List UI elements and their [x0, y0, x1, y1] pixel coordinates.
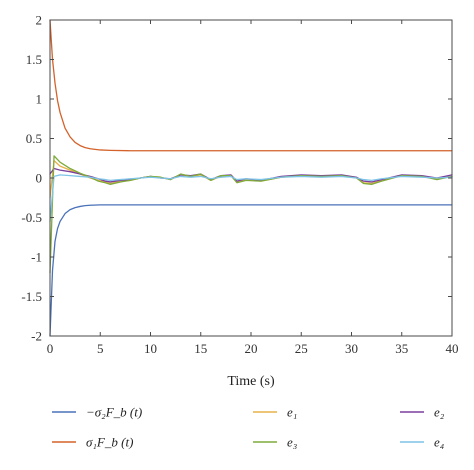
legend-label: e₃: [287, 435, 297, 450]
legend-label: −σ₂F_b (t): [86, 405, 142, 420]
legend-label: e₂: [434, 405, 445, 420]
x-axis-label: Time (s): [227, 374, 275, 389]
series-line-5: [49, 155, 453, 274]
x-tick-label: 40: [446, 341, 459, 356]
series-line-1: [49, 204, 453, 337]
legend-label: e₁: [287, 405, 297, 420]
series-layer: [49, 19, 453, 337]
legend: −σ₂F_b (t) σ₁F_b (t) e₁ e₃ e₂ e₄: [52, 405, 445, 450]
y-tick-label: 1: [36, 92, 43, 107]
series-line-2: [49, 19, 453, 152]
legend-item-1: −σ₂F_b (t): [52, 405, 142, 420]
y-tick-label: -2: [31, 329, 42, 344]
y-tick-label: -0.5: [21, 210, 42, 225]
x-tick-label: 30: [345, 341, 358, 356]
x-tick-label: 15: [194, 341, 207, 356]
x-tick-label: 10: [144, 341, 157, 356]
legend-item-6: e₄: [400, 435, 445, 450]
y-tick-label: 1.5: [26, 52, 42, 67]
legend-label: σ₁F_b (t): [86, 435, 133, 450]
y-tick-label: 0: [36, 171, 43, 186]
legend-label: e₄: [434, 435, 445, 450]
y-tick-label: 0.5: [26, 131, 42, 146]
ticks-layer: 0 5 10 15 20 25 30 35 40 -2 -1.5 -1 -0.5 0 0.5 1 1.5 2: [21, 13, 458, 357]
legend-item-5: e₃: [253, 435, 297, 450]
x-tick-label: 35: [395, 341, 408, 356]
y-tick-label: -1: [31, 250, 42, 265]
y-tick-label: 2: [36, 13, 43, 28]
x-tick-label: 5: [97, 341, 104, 356]
legend-item-4: e₂: [400, 405, 445, 420]
legend-item-2: σ₁F_b (t): [52, 435, 133, 450]
series-line-6: [49, 174, 453, 223]
x-tick-label: 20: [245, 341, 258, 356]
x-tick-label: 0: [47, 341, 54, 356]
legend-item-3: e₁: [253, 405, 297, 420]
y-tick-label: -1.5: [21, 289, 42, 304]
x-tick-label: 25: [295, 341, 308, 356]
